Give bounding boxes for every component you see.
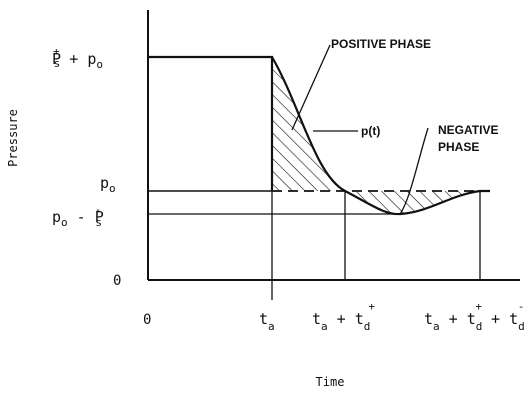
negative-phase-label-2: PHASE <box>438 140 479 154</box>
x-tick-ta-td-plus: ta + td+ <box>312 300 375 333</box>
x-axis-label: Time <box>316 375 345 389</box>
y-tick-peak: P+ s + po <box>52 45 103 71</box>
negative-phase-leader <box>399 127 429 215</box>
positive-phase-leader <box>291 44 331 131</box>
y-tick-ambient: po <box>100 174 116 195</box>
negative-phase-label-1: NEGATIVE <box>438 123 498 137</box>
curve-label: p(t) <box>361 124 380 138</box>
pressure-curve <box>148 55 490 216</box>
y-tick-zero: 0 <box>113 273 121 289</box>
y-axis-label: Pressure <box>6 109 20 167</box>
y-tick-min: po - P-s <box>52 203 104 229</box>
x-tick-zero: 0 <box>143 312 151 328</box>
x-tick-ta-td-plus-td-minus: ta + td+ + td- <box>424 300 525 333</box>
x-tick-ta: ta <box>259 310 275 333</box>
positive-phase-area <box>272 57 345 191</box>
positive-phase-label: POSITIVE PHASE <box>331 37 431 51</box>
